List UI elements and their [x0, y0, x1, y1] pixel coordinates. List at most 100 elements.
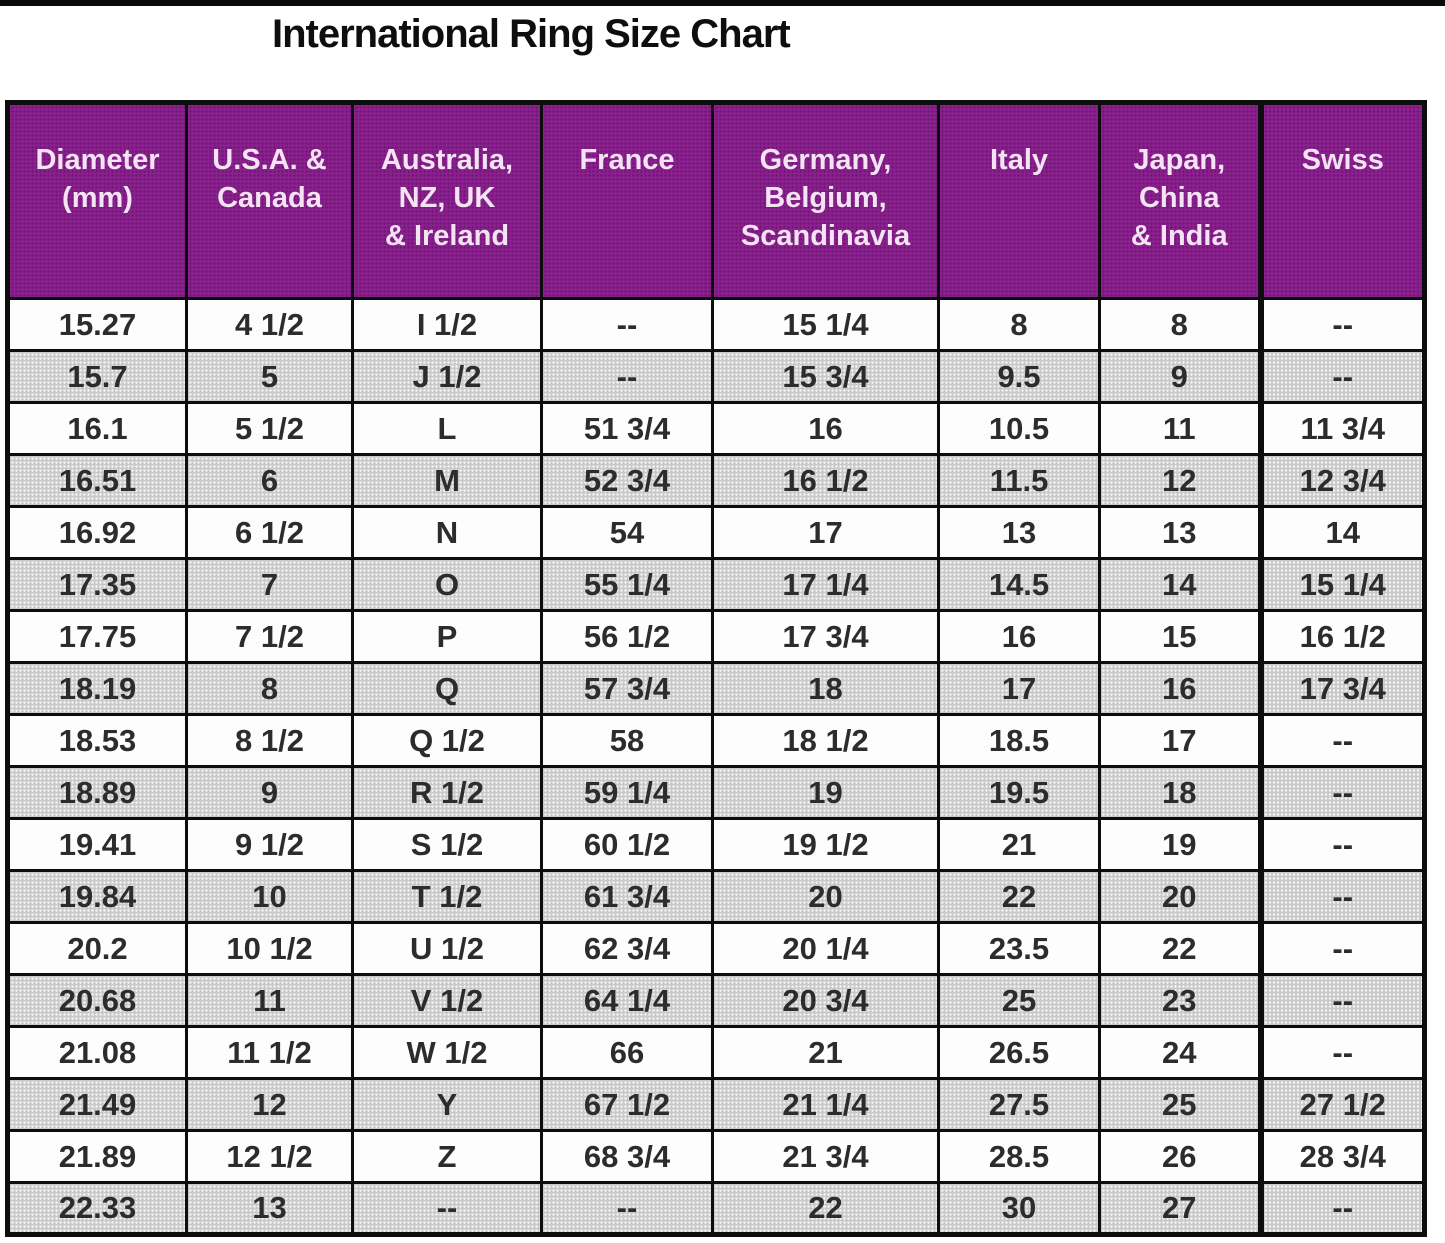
table-cell: 27 1/2 — [1257, 1077, 1426, 1132]
table-cell: 15.27 — [6, 297, 188, 352]
table-cell: 11 3/4 — [1257, 401, 1426, 456]
table-cell: 21.89 — [6, 1129, 188, 1184]
table-cell: R 1/2 — [351, 765, 543, 820]
table-cell: 11.5 — [937, 453, 1101, 508]
table-cell: 21 1/4 — [711, 1077, 940, 1132]
table-cell: 9.5 — [937, 349, 1101, 404]
table-cell: 11 1/2 — [185, 1025, 354, 1080]
table-cell: 23 — [1098, 973, 1262, 1028]
table-cell: 12 — [1098, 453, 1262, 508]
table-cell: 20 3/4 — [711, 973, 940, 1028]
table-row: 20.2 10 1/2 U 1/2 62 3/4 20 1/4 23.5 22 -- — [6, 921, 1426, 976]
table-cell: 28 3/4 — [1257, 1129, 1426, 1184]
table-row: 16.1 5 1/2 L 51 3/4 16 10.5 11 11 3/4 — [6, 401, 1426, 456]
table-cell: 16 1/2 — [1257, 609, 1426, 664]
page-title: International Ring Size Chart — [272, 12, 791, 56]
table-row: 15.27 4 1/2 I 1/2 -- 15 1/4 8 8 -- — [6, 297, 1426, 352]
table-cell: U 1/2 — [351, 921, 543, 976]
table-cell: T 1/2 — [351, 869, 543, 924]
table-cell: -- — [540, 349, 714, 404]
table-cell: 21.49 — [6, 1077, 188, 1132]
table-cell: 5 — [185, 349, 354, 404]
table-cell: 60 1/2 — [540, 817, 714, 872]
table-cell: 56 1/2 — [540, 609, 714, 664]
table-cell: 18 — [711, 661, 940, 716]
table-cell: 20 — [711, 869, 940, 924]
table-row: 18.19 8 Q 57 3/4 18 17 16 17 3/4 — [6, 661, 1426, 716]
table-row: 15.7 5 J 1/2 -- 15 3/4 9.5 9 -- — [6, 349, 1426, 404]
ring-size-table-body: 15.27 4 1/2 I 1/2 -- 15 1/4 8 8 -- 15.7 5 J 1/2 -- 1… — [6, 297, 1426, 1236]
table-cell: 20.2 — [6, 921, 188, 976]
table-cell: 15 1/4 — [1257, 557, 1426, 612]
table-row: 18.89 9 R 1/2 59 1/4 19 19.5 18 -- — [6, 765, 1426, 820]
table-cell: -- — [1257, 817, 1426, 872]
column-header-australia-nz-uk-ireland: Australia, NZ, UK & Ireland — [351, 101, 543, 300]
table-cell: Q — [351, 661, 543, 716]
table-cell: 9 1/2 — [185, 817, 354, 872]
table-cell: 68 3/4 — [540, 1129, 714, 1184]
table-cell: 14.5 — [937, 557, 1101, 612]
table-cell: 9 — [1098, 349, 1262, 404]
table-cell: 26.5 — [937, 1025, 1101, 1080]
table-cell: 8 1/2 — [185, 713, 354, 768]
table-cell: 20 1/4 — [711, 921, 940, 976]
table-cell: 17.75 — [6, 609, 188, 664]
table-cell: -- — [1257, 921, 1426, 976]
table-cell: 58 — [540, 713, 714, 768]
table-cell: 17.35 — [6, 557, 188, 612]
table-cell: V 1/2 — [351, 973, 543, 1028]
table-row: 19.84 10 T 1/2 61 3/4 20 22 20 -- — [6, 869, 1426, 924]
table-cell: 18.19 — [6, 661, 188, 716]
table-cell: 27.5 — [937, 1077, 1101, 1132]
table-cell: 18.5 — [937, 713, 1101, 768]
table-cell: 8 — [937, 297, 1101, 352]
table-cell: W 1/2 — [351, 1025, 543, 1080]
table-cell: 14 — [1257, 505, 1426, 560]
table-cell: -- — [1257, 713, 1426, 768]
table-cell: 18.89 — [6, 765, 188, 820]
table-cell: 11 — [185, 973, 354, 1028]
table-cell: 9 — [185, 765, 354, 820]
top-border-line — [0, 0, 1445, 6]
table-cell: 59 1/4 — [540, 765, 714, 820]
table-cell: 16 — [937, 609, 1101, 664]
table-cell: M — [351, 453, 543, 508]
table-cell: 21 — [937, 817, 1101, 872]
table-cell: P — [351, 609, 543, 664]
table-row: 19.41 9 1/2 S 1/2 60 1/2 19 1/2 21 19 -- — [6, 817, 1426, 872]
table-cell: N — [351, 505, 543, 560]
table-cell: 17 3/4 — [1257, 661, 1426, 716]
table-cell: Z — [351, 1129, 543, 1184]
table-cell: 17 — [937, 661, 1101, 716]
table-cell: 10.5 — [937, 401, 1101, 456]
table-cell: 22.33 — [6, 1181, 188, 1236]
table-cell: 51 3/4 — [540, 401, 714, 456]
header-row: Diameter (mm) U.S.A. & Canada Australia,… — [6, 101, 1426, 300]
table-cell: 17 — [1098, 713, 1262, 768]
table-row: 21.89 12 1/2 Z 68 3/4 21 3/4 28.5 26 28 3/4 — [6, 1129, 1426, 1184]
table-cell: 19 — [1098, 817, 1262, 872]
table-cell: 17 3/4 — [711, 609, 940, 664]
table-row: 22.33 13 -- -- 22 30 27 -- — [6, 1181, 1426, 1236]
table-cell: 28.5 — [937, 1129, 1101, 1184]
table-cell: 19.5 — [937, 765, 1101, 820]
table-cell: 22 — [711, 1181, 940, 1236]
table-cell: 16.1 — [6, 401, 188, 456]
table-row: 18.53 8 1/2 Q 1/2 58 18 1/2 18.5 17 -- — [6, 713, 1426, 768]
table-row: 21.49 12 Y 67 1/2 21 1/4 27.5 25 27 1/2 — [6, 1077, 1426, 1132]
table-cell: 15 — [1098, 609, 1262, 664]
table-cell: J 1/2 — [351, 349, 543, 404]
table-cell: 4 1/2 — [185, 297, 354, 352]
table-cell: 18.53 — [6, 713, 188, 768]
table-cell: 67 1/2 — [540, 1077, 714, 1132]
table-cell: 12 3/4 — [1257, 453, 1426, 508]
column-header-germany-belgium-scandinavia: Germany, Belgium, Scandinavia — [711, 101, 940, 300]
column-header-france: France — [540, 101, 714, 300]
table-row: 17.75 7 1/2 P 56 1/2 17 3/4 16 15 16 1/2 — [6, 609, 1426, 664]
table-cell: -- — [1257, 297, 1426, 352]
table-cell: 20 — [1098, 869, 1262, 924]
table-cell: 16.51 — [6, 453, 188, 508]
column-header-swiss: Swiss — [1257, 101, 1426, 300]
table-cell: 21 — [711, 1025, 940, 1080]
